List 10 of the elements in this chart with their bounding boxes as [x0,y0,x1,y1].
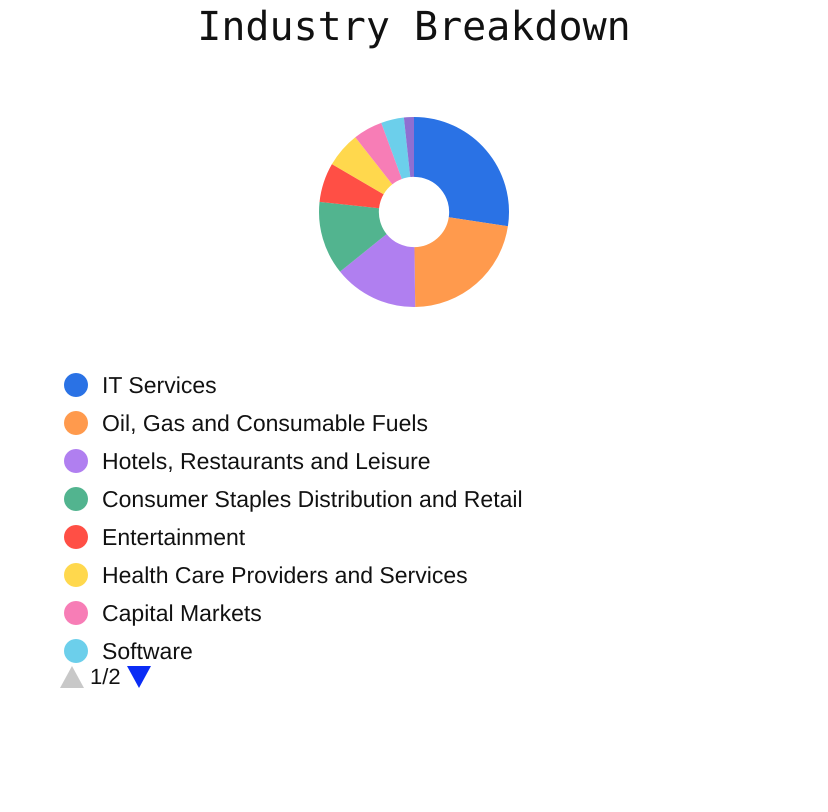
chart-title: Industry Breakdown [196,4,632,50]
legend-label: Software [102,638,193,664]
legend-label: Hotels, Restaurants and Leisure [102,448,431,474]
text: 1/2 [90,664,121,690]
legend-label: Capital Markets [102,600,262,626]
legend-label: Consumer Staples Distribution and Retail [102,486,523,512]
legend-label: Health Care Providers and Services [102,562,468,588]
legend-label: IT Services [102,372,217,398]
legend-label: Entertainment [102,524,246,550]
legend-label: Oil, Gas and Consumable Fuels [102,410,428,436]
